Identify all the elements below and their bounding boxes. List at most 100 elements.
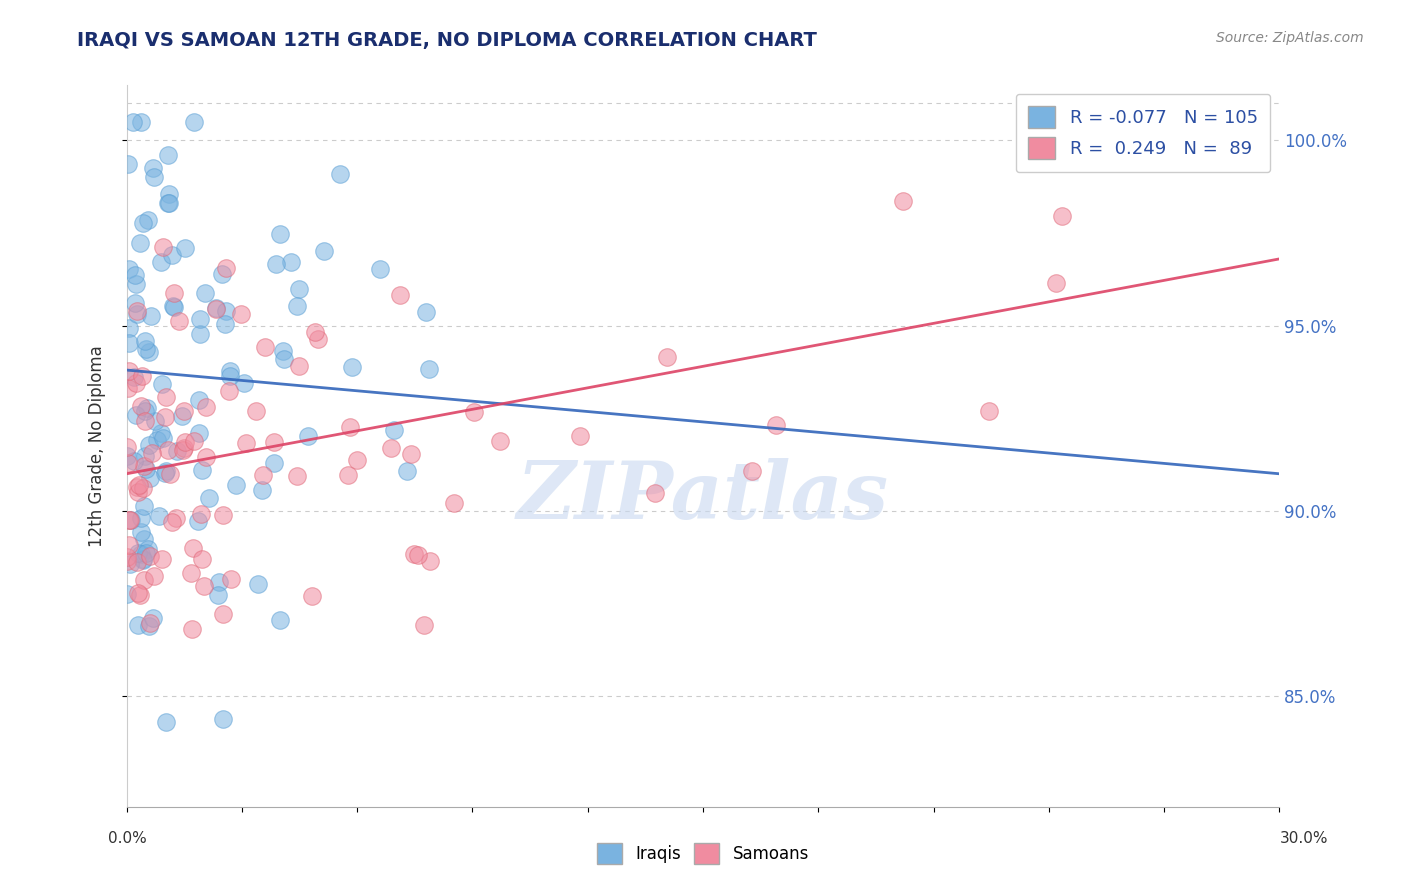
Point [191,552,214,566]
Point [741,464,763,478]
Point [195,400,218,414]
Point [117,382,139,396]
Point [157,186,180,201]
Point [188,312,211,326]
Point [172,409,194,423]
Point [142,161,165,175]
Point [415,305,437,319]
Point [304,326,326,340]
Point [263,456,285,470]
Point [132,216,155,230]
Point [157,148,180,162]
Point [211,267,233,281]
Point [1050,209,1073,223]
Point [118,538,141,552]
Point [380,441,402,455]
Point [127,303,149,318]
Point [127,586,149,600]
Point [207,588,229,602]
Point [183,434,205,449]
Legend: Iraqis, Samoans: Iraqis, Samoans [591,837,815,871]
Point [979,404,1001,418]
Point [136,401,159,416]
Point [194,450,217,464]
Point [160,248,183,262]
Text: IRAQI VS SAMOAN 12TH GRADE, NO DIPLOMA CORRELATION CHART: IRAQI VS SAMOAN 12TH GRADE, NO DIPLOMA C… [77,31,817,50]
Point [155,714,177,729]
Point [149,255,172,269]
Point [153,467,176,481]
Point [157,196,180,211]
Point [273,351,295,366]
Point [141,446,163,460]
Point [132,573,155,587]
Text: 0.0%: 0.0% [108,831,148,846]
Point [118,262,141,277]
Point [245,404,267,418]
Point [128,477,150,491]
Point [173,241,195,255]
Point [173,435,195,450]
Point [134,334,156,348]
Point [891,194,914,209]
Point [160,516,183,530]
Point [211,607,233,622]
Point [135,342,157,356]
Point [188,393,211,408]
Point [180,566,202,580]
Point [212,508,235,522]
Point [204,301,226,315]
Point [148,508,170,523]
Point [569,429,592,443]
Point [125,408,148,422]
Point [180,622,202,636]
Point [125,277,148,291]
Point [118,321,141,335]
Point [183,541,205,555]
Point [288,282,311,296]
Point [194,286,217,301]
Point [208,574,231,589]
Point [150,376,173,391]
Text: 30.0%: 30.0% [1281,831,1329,846]
Point [301,589,323,603]
Point [139,470,162,484]
Point [118,513,141,527]
Point [132,553,155,567]
Point [193,579,215,593]
Point [307,332,329,346]
Point [412,618,434,632]
Point [346,453,368,467]
Point [150,551,173,566]
Point [120,513,142,527]
Point [212,712,235,726]
Point [134,404,156,418]
Point [139,309,162,323]
Point [162,299,184,313]
Point [131,369,153,384]
Point [368,262,391,277]
Point [118,364,141,378]
Point [135,462,157,476]
Point [163,285,186,300]
Point [218,364,240,378]
Point [165,510,187,524]
Point [336,468,359,483]
Point [152,430,174,444]
Point [329,167,352,181]
Point [127,555,149,569]
Point [340,360,363,375]
Point [117,456,139,470]
Point [139,615,162,630]
Point [152,240,174,254]
Point [131,399,153,413]
Point [225,477,247,491]
Point [129,115,152,129]
Point [288,359,311,373]
Point [404,547,426,561]
Point [173,403,195,417]
Point [134,532,156,546]
Point [218,384,240,398]
Point [232,376,254,390]
Point [280,254,302,268]
